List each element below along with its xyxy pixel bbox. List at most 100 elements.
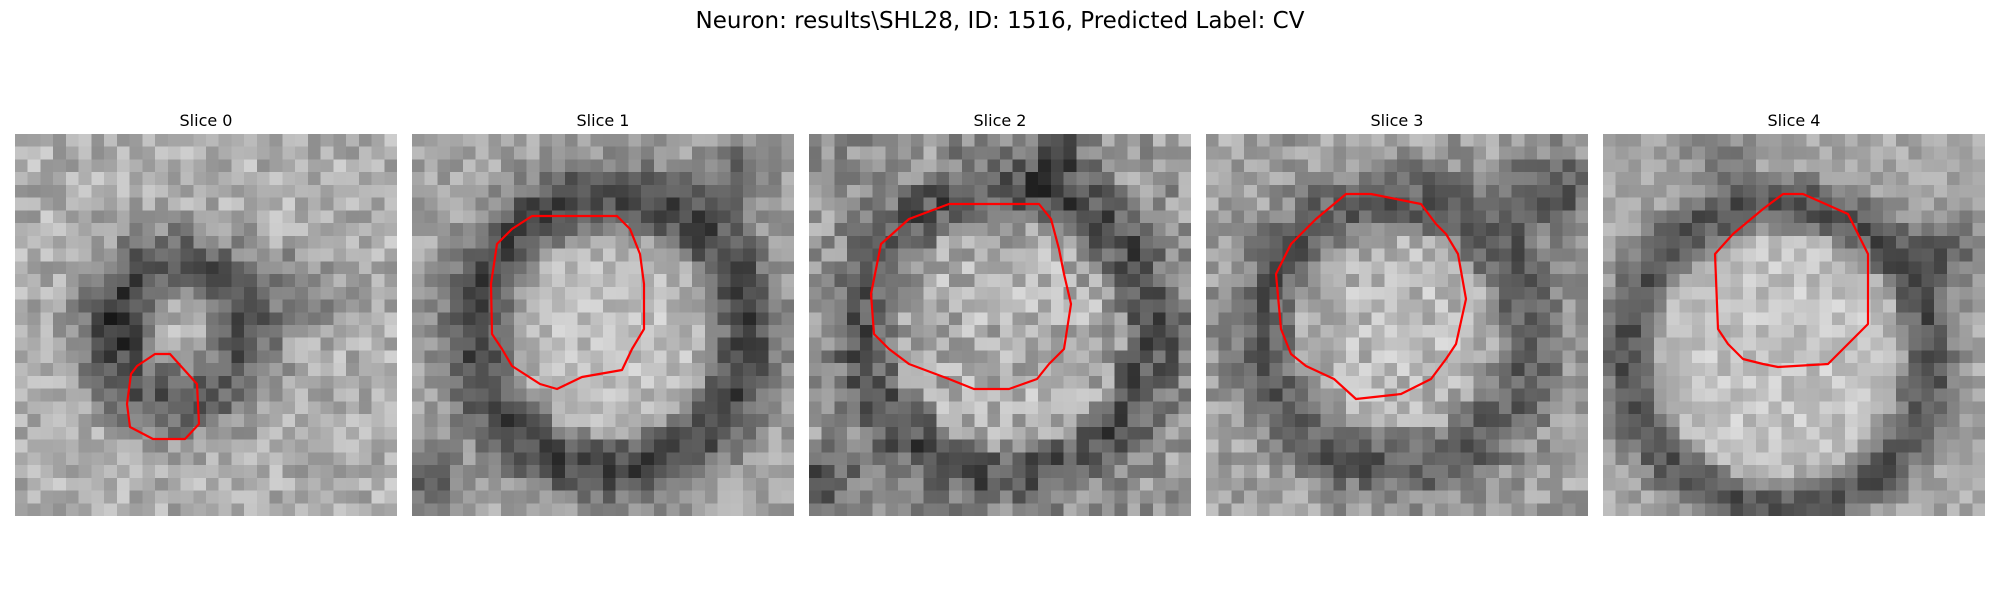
image-pixel — [1743, 261, 1757, 275]
image-pixel — [1165, 426, 1179, 440]
image-pixel — [371, 172, 385, 186]
image-pixel — [1256, 350, 1271, 364]
image-pixel — [1012, 426, 1026, 440]
image-pixel — [1615, 388, 1629, 402]
image-pixel — [847, 375, 861, 390]
image-pixel — [1895, 350, 1909, 364]
image-pixel — [961, 325, 975, 339]
image-pixel — [1832, 490, 1846, 504]
image-pixel — [193, 261, 207, 275]
image-pixel — [1857, 146, 1871, 160]
image-pixel — [91, 426, 105, 440]
image-pixel — [692, 286, 706, 300]
image-pixel — [1012, 146, 1026, 160]
image-pixel — [1819, 159, 1833, 173]
image-pixel — [218, 235, 232, 249]
image-pixel — [1895, 490, 1909, 504]
image-pixel — [371, 375, 385, 390]
image-pixel — [1460, 235, 1474, 249]
image-pixel — [936, 299, 950, 313]
image-pixel — [1895, 337, 1909, 351]
image-pixel — [1307, 261, 1321, 275]
image-pixel — [847, 426, 861, 440]
image-pixel — [1641, 248, 1655, 262]
image-pixel — [155, 465, 169, 479]
image-pixel — [1447, 388, 1462, 402]
image-pixel — [1295, 210, 1309, 224]
image-pixel — [692, 388, 706, 402]
image-pixel — [346, 439, 360, 453]
image-pixel — [1152, 197, 1166, 211]
image-pixel — [1921, 274, 1935, 288]
image-pixel — [768, 274, 782, 288]
image-pixel — [898, 337, 912, 351]
image-pixel — [1256, 299, 1271, 313]
image-pixel — [1101, 235, 1115, 249]
image-pixel — [961, 248, 975, 262]
image-pixel — [1755, 439, 1769, 453]
image-pixel — [1641, 261, 1655, 275]
image-pixel — [1089, 388, 1103, 402]
image-pixel — [1333, 146, 1347, 160]
image-pixel — [1704, 426, 1718, 440]
image-pixel — [526, 312, 540, 326]
image-pixel — [1473, 312, 1487, 326]
image-pixel — [78, 414, 92, 428]
image-pixel — [1562, 159, 1576, 173]
image-pixel — [1435, 363, 1449, 377]
image-pixel — [155, 172, 169, 186]
image-pixel — [898, 452, 912, 466]
image-pixel — [1295, 388, 1309, 402]
image-pixel — [743, 503, 757, 516]
image-pixel — [1333, 350, 1347, 364]
image-pixel — [949, 248, 963, 262]
image-pixel — [1743, 134, 1757, 148]
image-pixel — [1641, 274, 1655, 288]
image-pixel — [1832, 375, 1846, 390]
image-pixel — [1025, 401, 1039, 415]
image-pixel — [1730, 388, 1744, 402]
image-pixel — [1038, 274, 1052, 288]
image-pixel — [1256, 363, 1271, 377]
image-pixel — [1409, 261, 1423, 275]
image-pixel — [1178, 477, 1191, 491]
image-pixel — [1562, 426, 1576, 440]
image-pixel — [513, 235, 527, 249]
image-pixel — [653, 274, 668, 288]
image-pixel — [1934, 197, 1948, 211]
image-pixel — [501, 414, 515, 428]
image-pixel — [1921, 388, 1935, 402]
image-pixel — [1460, 363, 1474, 377]
image-pixel — [1076, 388, 1090, 402]
image-pixel — [488, 184, 502, 199]
image-pixel — [1371, 388, 1385, 402]
image-pixel — [1012, 325, 1026, 339]
image-pixel — [590, 337, 604, 351]
image-pixel — [1218, 286, 1232, 300]
image-pixel — [809, 286, 823, 300]
image-pixel — [564, 197, 578, 211]
image-pixel — [898, 172, 912, 186]
image-pixel — [1256, 159, 1271, 173]
image-pixel — [1549, 375, 1563, 390]
image-pixel — [358, 452, 372, 466]
image-pixel — [1628, 261, 1642, 275]
image-pixel — [1562, 184, 1576, 199]
image-pixel — [1282, 286, 1296, 300]
image-pixel — [1025, 299, 1039, 313]
image-pixel — [462, 325, 477, 339]
image-pixel — [475, 350, 489, 364]
image-pixel — [501, 401, 515, 415]
image-pixel — [1832, 235, 1846, 249]
image-pixel — [1794, 477, 1808, 491]
image-pixel — [371, 414, 385, 428]
image-pixel — [755, 388, 769, 402]
image-pixel — [1371, 312, 1385, 326]
image-pixel — [1819, 490, 1833, 504]
image-pixel — [1063, 312, 1077, 326]
image-pixel — [295, 261, 309, 275]
image-pixel — [1256, 452, 1271, 466]
image-pixel — [1921, 210, 1935, 224]
image-pixel — [1025, 184, 1039, 199]
image-pixel — [412, 235, 426, 249]
